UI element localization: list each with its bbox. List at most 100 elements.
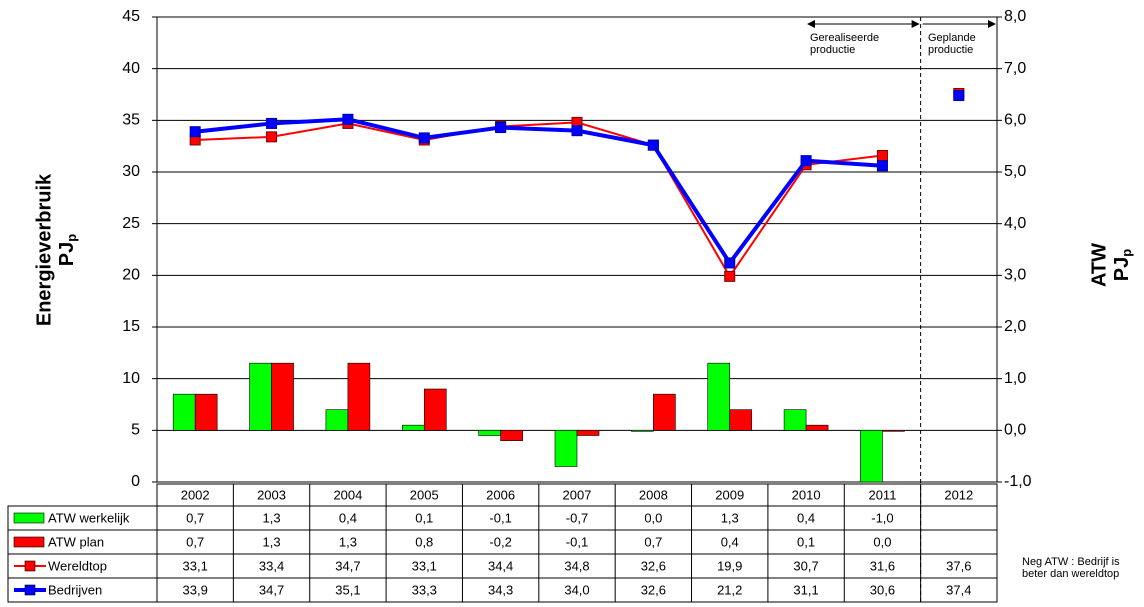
bar (653, 393, 676, 431)
legend-swatch (13, 536, 45, 548)
bar (478, 430, 501, 436)
x-tick-label: 2002 (181, 487, 210, 502)
table-value: -0,2 (489, 534, 511, 549)
marker (571, 125, 583, 137)
x-tick-label: 2010 (792, 487, 821, 502)
table-value: 0,8 (415, 534, 433, 549)
table-value: 35,1 (335, 582, 360, 597)
bar (882, 430, 905, 432)
marker (876, 160, 888, 172)
table-value: 34,7 (259, 582, 284, 597)
marker (876, 149, 888, 161)
bar (325, 409, 349, 431)
legend-label: Wereldtop (48, 558, 107, 573)
table-value: 1,3 (263, 510, 281, 525)
table-value: 33,3 (412, 582, 437, 597)
table-value: 21,2 (717, 582, 742, 597)
unit: PJ (56, 242, 78, 266)
table-value: -0,1 (566, 534, 588, 549)
table-value: 34,7 (335, 558, 360, 573)
marker (189, 126, 201, 138)
bar (707, 362, 731, 431)
planned-label: Geplande productie (928, 32, 976, 56)
table-value: 32,6 (641, 558, 666, 573)
realized-label: Gerealiseerde productie (810, 32, 880, 56)
bar (554, 430, 578, 467)
table-value: 30,7 (793, 558, 818, 573)
axis-label: ATW (1088, 243, 1110, 287)
marker (266, 117, 278, 129)
bar (194, 393, 218, 431)
y-tick-label: 5 (131, 422, 140, 439)
bar (860, 430, 883, 483)
y-tick-label: 30 (122, 163, 140, 180)
plot-frame (156, 16, 998, 483)
table-value: 32,6 (641, 582, 666, 597)
legend-marker (24, 560, 36, 572)
table-value: 34,4 (488, 558, 513, 573)
table-value: 34,0 (564, 582, 589, 597)
axis-title: ATW PJp (1088, 243, 1134, 287)
x-tick-label: 2003 (257, 487, 286, 502)
y-tick-label: 15 (122, 318, 140, 335)
table-value: 0,7 (186, 510, 204, 525)
bar (729, 409, 753, 431)
x-tick-label: 2011 (868, 487, 896, 502)
y2-tick-label: 4,0 (1004, 215, 1026, 232)
y-tick-label: 35 (122, 112, 140, 129)
y2-tick-label: 2,0 (1004, 318, 1026, 335)
marker (266, 131, 278, 143)
table-value: 30,6 (870, 582, 895, 597)
marker (724, 270, 736, 282)
x-tick-label: 2008 (639, 487, 668, 502)
axis-label: Energieverbruik (33, 173, 55, 326)
table-value: 0,4 (721, 534, 739, 549)
table-value: 33,9 (183, 582, 208, 597)
marker (418, 132, 430, 144)
table-value: 0,4 (339, 510, 357, 525)
bar (271, 362, 294, 431)
bar (249, 362, 272, 431)
bar (631, 430, 654, 432)
y2-tick-label: 7,0 (1004, 60, 1026, 77)
y2-tick-label: 0,0 (1004, 422, 1026, 439)
axis-unit: PJp (1111, 249, 1134, 281)
y2-tick-label: -1,0 (1004, 473, 1032, 490)
marker (724, 257, 736, 269)
bar (805, 424, 829, 431)
y-tick-label: 0 (131, 473, 140, 490)
bar (500, 430, 523, 441)
unit: PJ (1111, 257, 1133, 281)
table-value: -0,7 (566, 510, 588, 525)
x-tick-label: 2006 (486, 487, 515, 502)
marker (647, 139, 659, 151)
legend-swatch (13, 512, 45, 524)
legend-label: ATW plan (48, 534, 104, 549)
bar (423, 388, 447, 431)
unit-sub: p (1119, 249, 1134, 257)
bar (783, 409, 807, 431)
y-tick-label: 20 (122, 267, 140, 284)
unit-sub: p (64, 234, 79, 242)
table-value: 0,0 (644, 510, 662, 525)
table-value: 31,6 (870, 558, 895, 573)
table-value: 34,3 (488, 582, 513, 597)
table-value: 1,3 (339, 534, 357, 549)
y2-tick-label: 6,0 (1004, 112, 1026, 129)
y-tick-label: 40 (122, 60, 140, 77)
bar (172, 393, 196, 431)
bar (347, 362, 371, 431)
table-value: 34,8 (564, 558, 589, 573)
table-value: 1,3 (263, 534, 281, 549)
table-value: 1,3 (721, 510, 739, 525)
table-value: -0,1 (489, 510, 511, 525)
marker (495, 122, 507, 134)
y-tick-label: 25 (122, 215, 140, 232)
axis-unit: PJp (56, 234, 79, 266)
line (195, 121, 883, 279)
marker (953, 90, 965, 102)
table-value: 0,0 (873, 534, 891, 549)
table-value: 19,9 (717, 558, 742, 573)
